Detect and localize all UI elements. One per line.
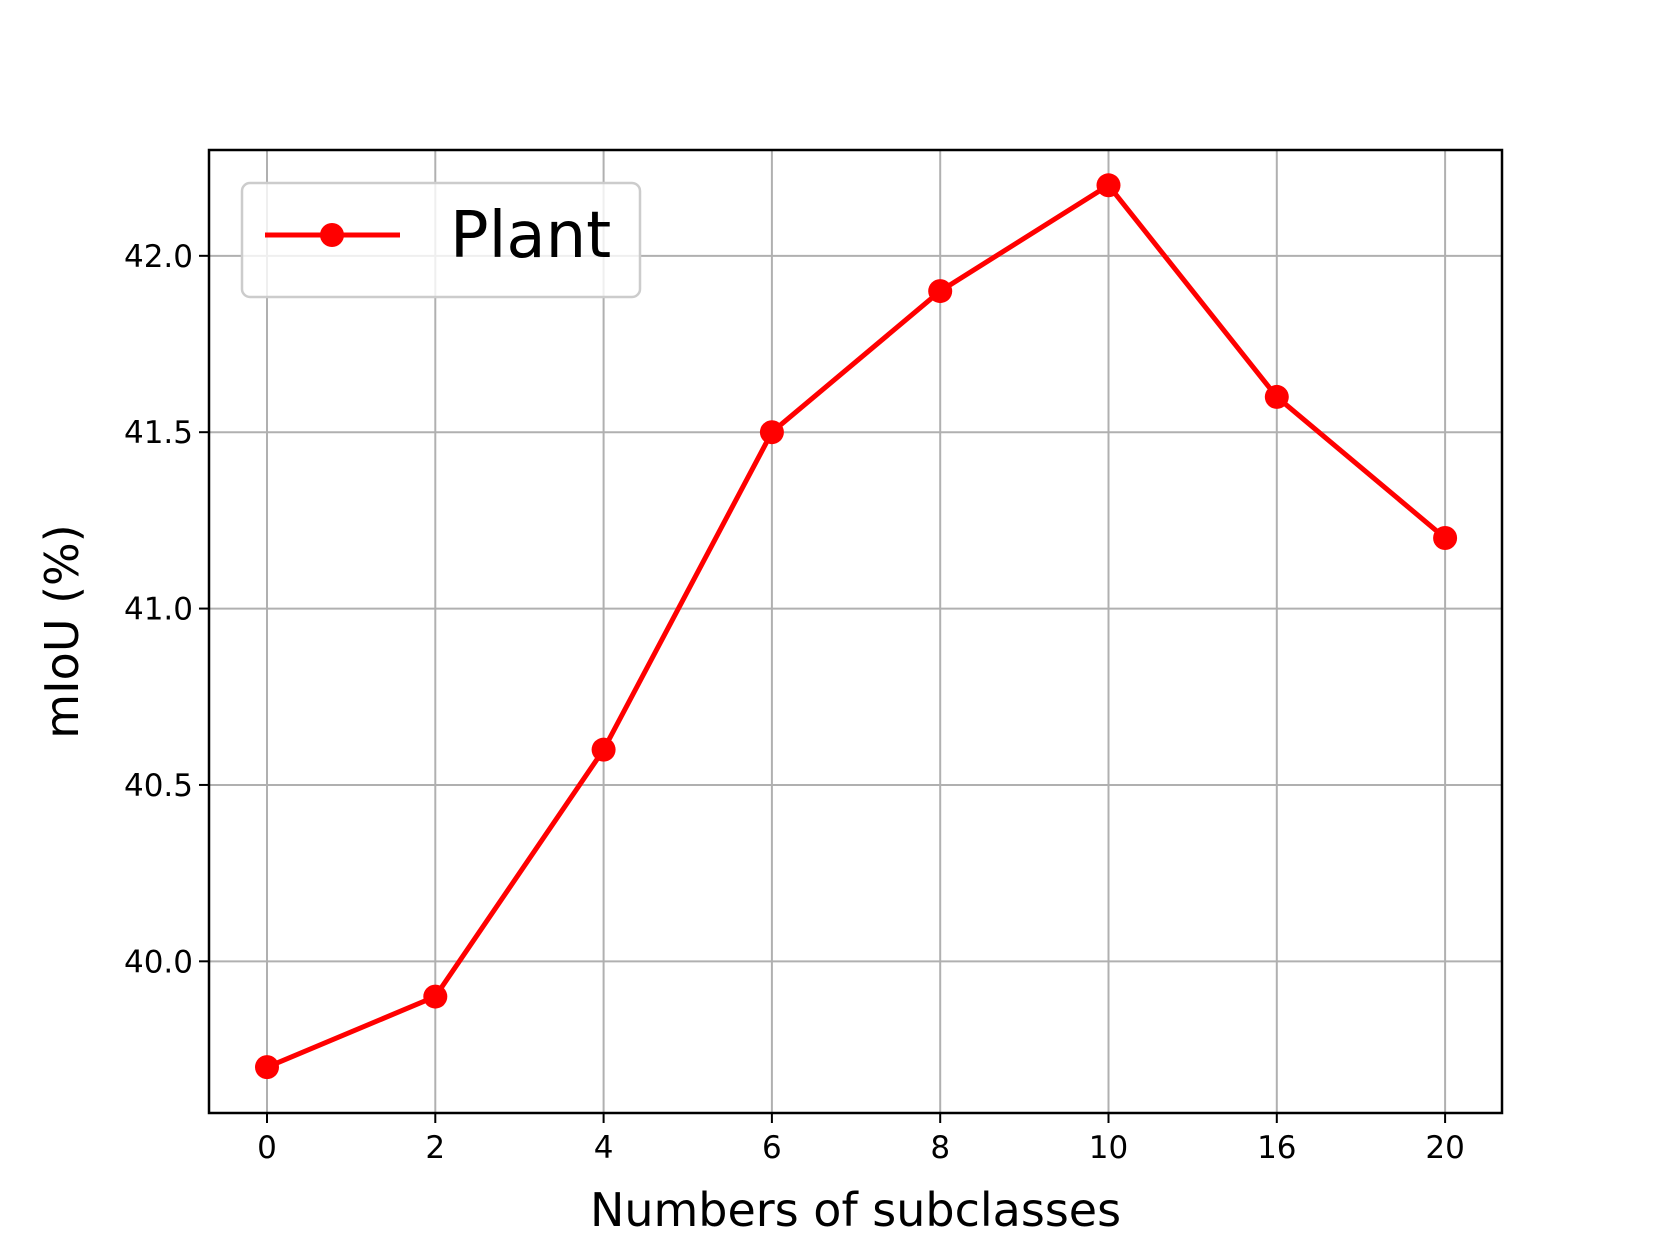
data-point — [928, 279, 953, 304]
data-point — [591, 737, 616, 762]
y-tick-label: 42.0 — [124, 239, 193, 275]
data-point — [1264, 384, 1289, 409]
series-layer — [255, 173, 1458, 1080]
legend: Plant — [240, 181, 642, 299]
x-tick-label: 6 — [762, 1130, 782, 1166]
plot-frame — [207, 148, 1504, 1115]
y-tick-label: 41.0 — [124, 592, 193, 628]
y-tick-label: 41.5 — [124, 415, 193, 451]
legend-box — [240, 181, 642, 299]
y-axis-label: mIoU (%) — [35, 524, 89, 738]
x-tick-label: 2 — [425, 1130, 445, 1166]
x-tick-label: 20 — [1425, 1130, 1464, 1166]
legend-marker — [320, 223, 344, 247]
x-tick-label: 4 — [594, 1130, 614, 1166]
data-point — [1433, 526, 1458, 551]
x-tick-label: 10 — [1089, 1130, 1128, 1166]
data-point — [423, 984, 448, 1009]
y-tick-label: 40.5 — [124, 768, 193, 804]
axes: 0 2 4 6 8 10 16 20 40.0 40.5 41.0 41.5 42.0 Numbers o… — [35, 148, 1504, 1237]
series-line — [266, 182, 1447, 1070]
x-tick-label: 0 — [257, 1130, 277, 1166]
data-point — [759, 420, 784, 445]
x-axis-label: Numbers of subclasses — [590, 1183, 1121, 1237]
y-tick-label: 40.0 — [124, 944, 193, 980]
grid — [209, 150, 1502, 1113]
data-point — [1096, 173, 1121, 198]
data-point — [255, 1055, 279, 1080]
x-tick-label: 16 — [1257, 1130, 1296, 1166]
x-tick-label: 8 — [930, 1130, 950, 1166]
legend-label: Plant — [450, 199, 611, 273]
